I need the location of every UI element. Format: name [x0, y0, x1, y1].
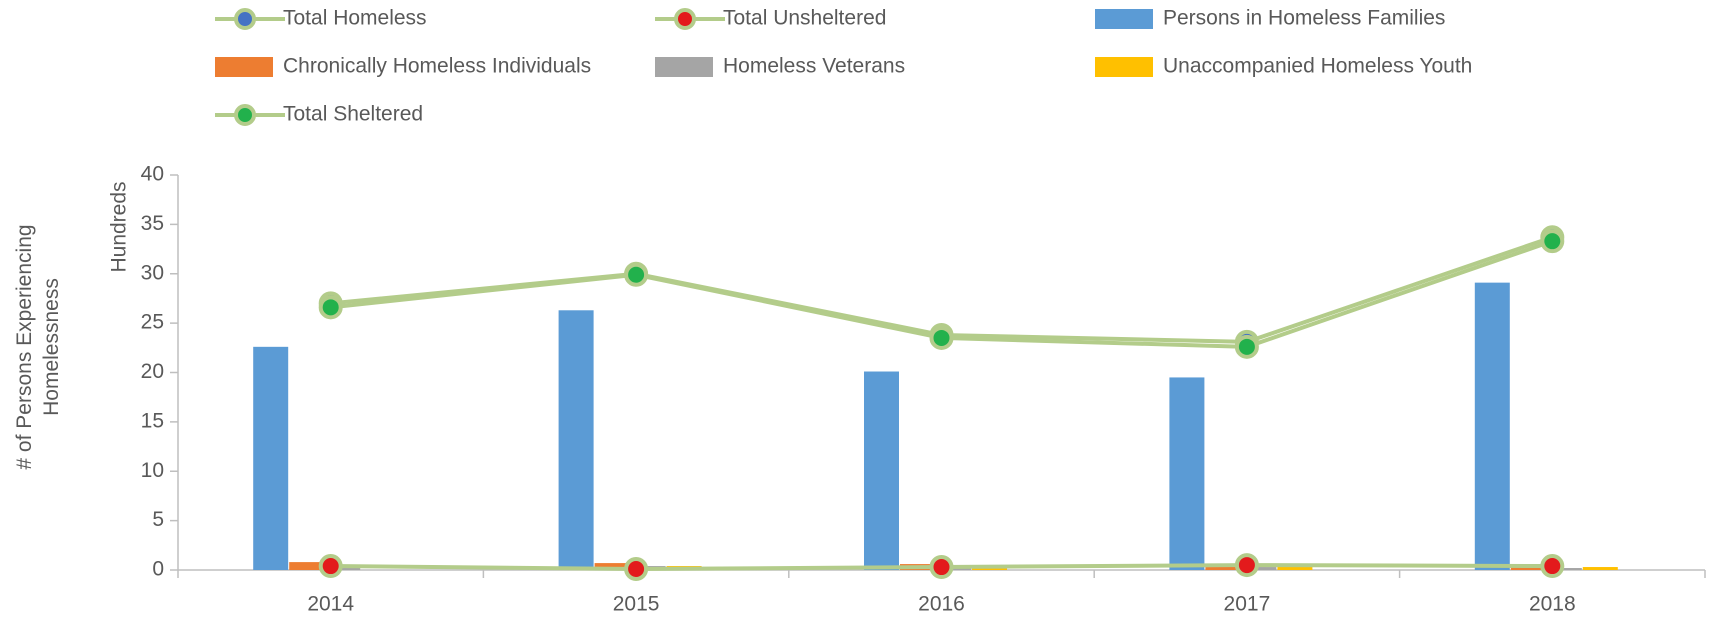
- y-tick-label: 20: [141, 360, 164, 383]
- line-marker: [1540, 554, 1565, 579]
- bar: [594, 563, 630, 570]
- bar: [1546, 568, 1582, 570]
- bar: [1169, 377, 1205, 570]
- y-units-label: Hundreds: [108, 181, 131, 272]
- y-tick-label: 15: [141, 409, 164, 432]
- y-tick-label: 0: [152, 558, 164, 581]
- legend-label: Total Sheltered: [283, 103, 423, 126]
- bar: [1277, 566, 1313, 570]
- bar: [253, 346, 289, 570]
- x-tick-label: 2017: [1224, 593, 1271, 616]
- legend-swatch: [215, 57, 273, 77]
- y-tick-label: 25: [141, 311, 164, 334]
- y-tick-label: 30: [141, 261, 164, 284]
- x-tick-label: 2018: [1529, 593, 1576, 616]
- y-tick-label: 5: [152, 508, 164, 531]
- legend-label: Total Homeless: [283, 7, 427, 30]
- bar: [558, 310, 594, 570]
- legend-marker: [674, 8, 696, 30]
- legend-label: Chronically Homeless Individuals: [283, 55, 591, 78]
- line-marker: [624, 262, 649, 287]
- x-tick-label: 2015: [613, 593, 660, 616]
- legend-swatch: [655, 57, 713, 77]
- legend-swatch: [1095, 9, 1153, 29]
- y-tick-label: 35: [141, 212, 164, 235]
- legend-label: Homeless Veterans: [723, 55, 905, 78]
- line-marker: [318, 295, 343, 320]
- legend-label: Persons in Homeless Families: [1163, 7, 1445, 30]
- bar: [1582, 567, 1618, 570]
- y-tick-label: 10: [141, 459, 164, 482]
- y-tick-label: 40: [141, 163, 164, 186]
- legend-label: Unaccompanied Homeless Youth: [1163, 55, 1472, 78]
- legend-marker: [234, 8, 256, 30]
- bar: [864, 371, 899, 570]
- line-marker: [1540, 229, 1565, 254]
- bar: [1241, 567, 1277, 570]
- line-marker: [1234, 334, 1259, 359]
- line-marker: [929, 325, 954, 350]
- line-marker: [1234, 553, 1259, 578]
- line-marker: [929, 555, 954, 580]
- x-tick-label: 2014: [307, 593, 354, 616]
- line-marker: [318, 554, 343, 579]
- legend-swatch: [1095, 57, 1153, 77]
- y-axis-label: # of Persons Experiencing Homelessness: [13, 224, 63, 470]
- bar: [1474, 282, 1510, 570]
- bar: [289, 562, 325, 570]
- legend-label: Total Unsheltered: [723, 7, 886, 30]
- x-tick-label: 2016: [918, 593, 965, 616]
- legend-marker: [234, 104, 256, 126]
- line-marker: [624, 557, 649, 582]
